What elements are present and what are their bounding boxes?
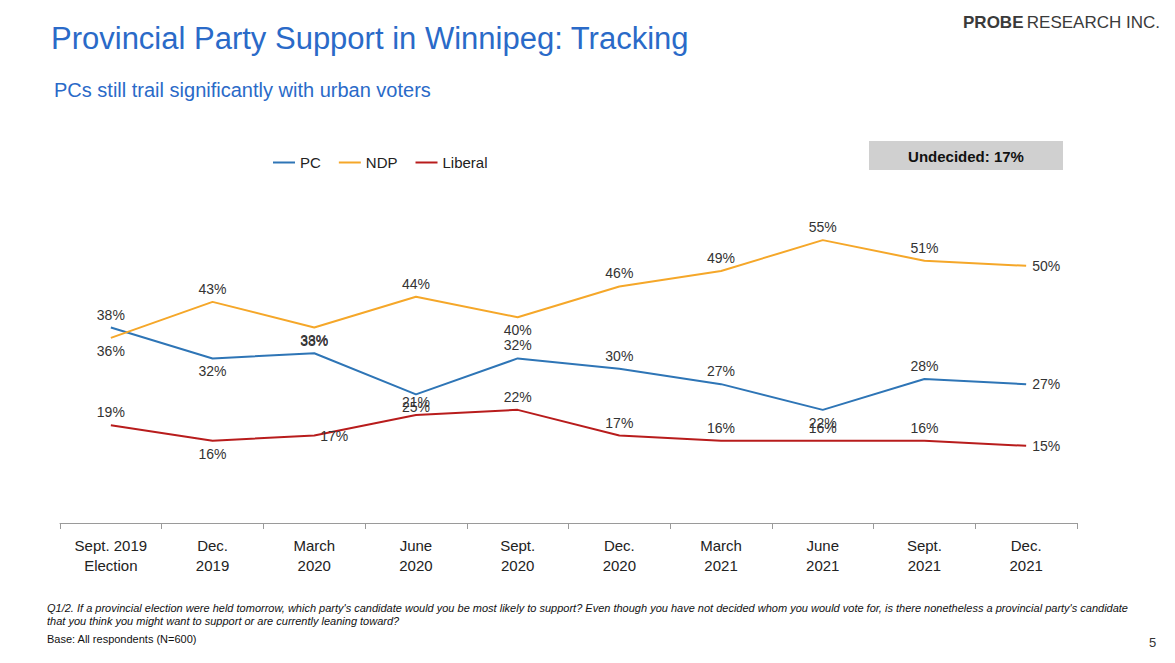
- svg-text:16%: 16%: [910, 420, 938, 436]
- svg-text:50%: 50%: [1032, 258, 1060, 274]
- svg-text:2020: 2020: [501, 557, 534, 574]
- svg-text:2021: 2021: [704, 557, 737, 574]
- svg-text:33%: 33%: [300, 332, 328, 348]
- svg-text:40%: 40%: [504, 322, 532, 338]
- svg-text:2021: 2021: [1009, 557, 1042, 574]
- svg-text:Dec.: Dec.: [197, 537, 228, 554]
- svg-text:27%: 27%: [707, 363, 735, 379]
- svg-text:Undecided: 17%: Undecided: 17%: [908, 148, 1024, 165]
- svg-text:19%: 19%: [97, 404, 125, 420]
- svg-text:2019: 2019: [196, 557, 229, 574]
- svg-text:49%: 49%: [707, 250, 735, 266]
- svg-text:Sept.: Sept.: [500, 537, 535, 554]
- svg-text:NDP: NDP: [366, 154, 398, 171]
- svg-text:June: June: [806, 537, 839, 554]
- svg-text:March: March: [293, 537, 335, 554]
- svg-text:43%: 43%: [199, 281, 227, 297]
- svg-text:2020: 2020: [399, 557, 432, 574]
- svg-text:Provincial Party Support in Wi: Provincial Party Support in Winnipeg: Tr…: [51, 21, 689, 56]
- svg-text:17%: 17%: [320, 428, 348, 444]
- svg-text:15%: 15%: [1032, 438, 1060, 454]
- svg-text:June: June: [400, 537, 433, 554]
- svg-text:RESEARCH INC.: RESEARCH INC.: [1027, 13, 1160, 32]
- svg-text:28%: 28%: [910, 358, 938, 374]
- svg-text:PC: PC: [300, 154, 321, 171]
- svg-text:55%: 55%: [809, 219, 837, 235]
- svg-text:30%: 30%: [605, 348, 633, 364]
- svg-text:Election: Election: [84, 557, 137, 574]
- svg-text:Dec.: Dec.: [604, 537, 635, 554]
- svg-text:Base: All respondents (N=600): Base: All respondents (N=600): [47, 633, 197, 645]
- svg-text:32%: 32%: [504, 337, 532, 353]
- svg-text:Dec.: Dec.: [1011, 537, 1042, 554]
- svg-text:2020: 2020: [603, 557, 636, 574]
- svg-text:2021: 2021: [806, 557, 839, 574]
- svg-text:38%: 38%: [300, 333, 328, 349]
- svg-text:38%: 38%: [97, 307, 125, 323]
- svg-text:16%: 16%: [809, 420, 837, 436]
- svg-text:5: 5: [1149, 635, 1156, 650]
- svg-text:22%: 22%: [504, 389, 532, 405]
- svg-text:51%: 51%: [910, 240, 938, 256]
- svg-text:Sept.: Sept.: [907, 537, 942, 554]
- svg-text:Liberal: Liberal: [443, 154, 488, 171]
- svg-text:2020: 2020: [298, 557, 331, 574]
- svg-text:PCs still trail significantly: PCs still trail significantly with urban…: [54, 79, 431, 101]
- svg-text:Q1/2. If a provincial election: Q1/2. If a provincial election were held…: [47, 602, 1131, 614]
- svg-text:17%: 17%: [605, 415, 633, 431]
- svg-text:21%: 21%: [402, 394, 430, 410]
- svg-text:16%: 16%: [707, 420, 735, 436]
- svg-text:Sept. 2019: Sept. 2019: [75, 537, 148, 554]
- svg-text:32%: 32%: [199, 363, 227, 379]
- svg-text:2021: 2021: [908, 557, 941, 574]
- svg-text:that you think you might want: that you think you might want to support…: [47, 615, 400, 627]
- svg-text:44%: 44%: [402, 276, 430, 292]
- svg-text:27%: 27%: [1032, 376, 1060, 392]
- svg-text:46%: 46%: [605, 265, 633, 281]
- svg-text:March: March: [700, 537, 742, 554]
- svg-text:PROBE: PROBE: [963, 13, 1023, 32]
- svg-text:16%: 16%: [199, 446, 227, 462]
- svg-text:36%: 36%: [97, 343, 125, 359]
